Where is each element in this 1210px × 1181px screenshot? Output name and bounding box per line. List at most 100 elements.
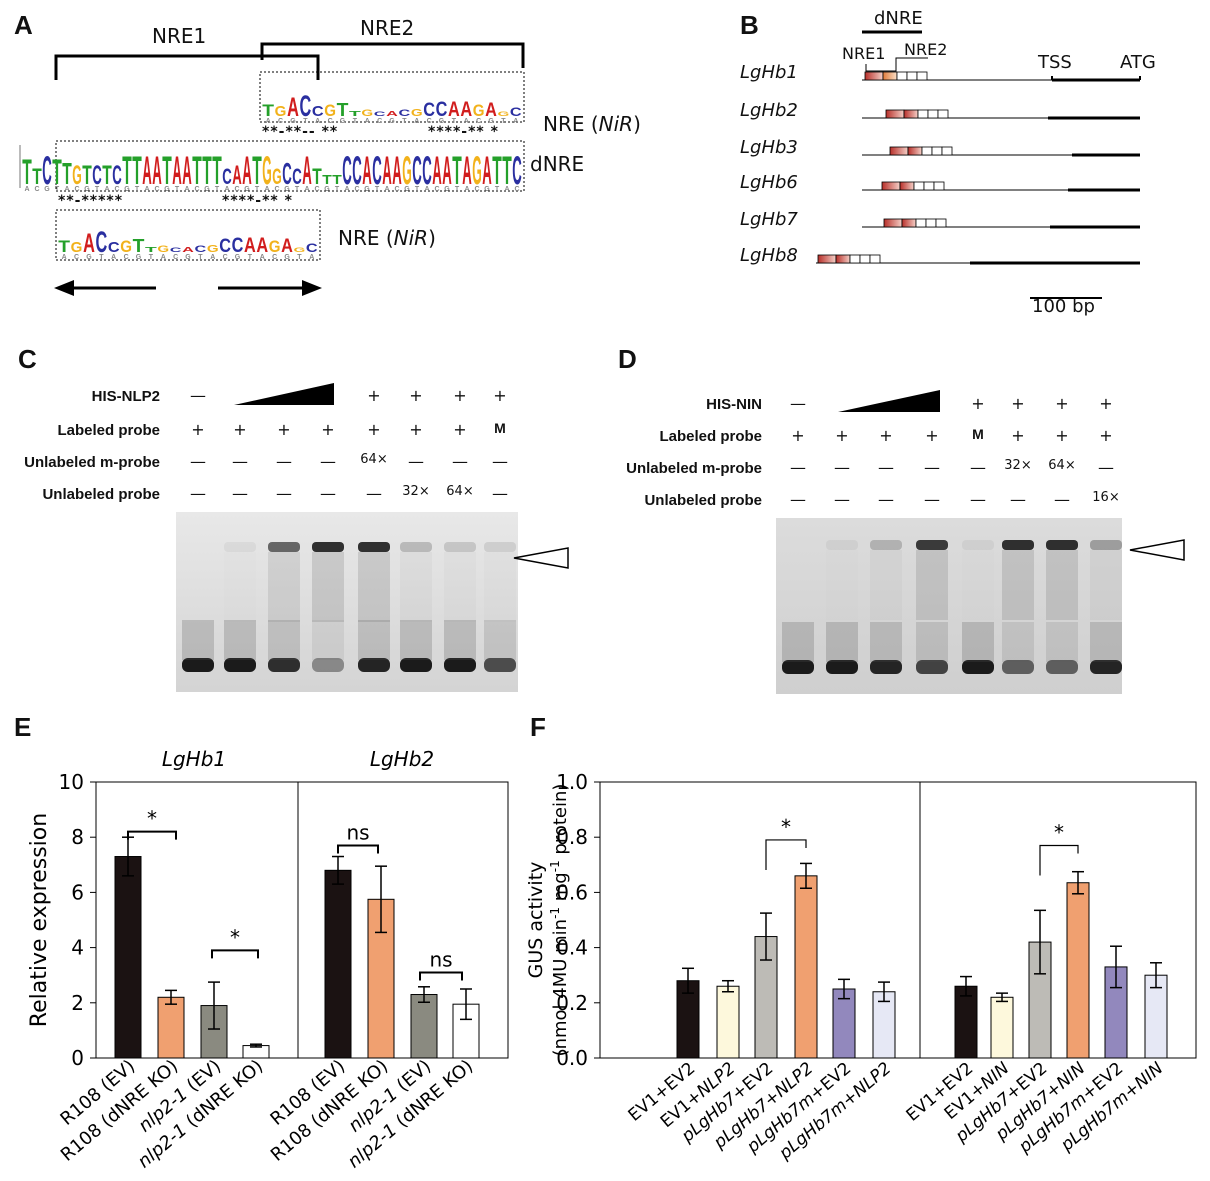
complex-smear	[1002, 550, 1034, 620]
emsa-d-cell: —	[834, 490, 850, 509]
logo-minor-letter: T	[295, 186, 300, 193]
logo-minor-letter: C	[314, 186, 319, 193]
shifted-complex-band	[312, 542, 344, 552]
logo-minor-letter: G	[86, 254, 92, 261]
stars-bottom-left: **-*****	[58, 193, 124, 209]
emsa-c-row-label: Unlabeled probe	[42, 486, 160, 503]
logo-letter: T	[312, 164, 322, 189]
logo-minor-letter: C	[474, 186, 479, 193]
significance-label: *	[781, 815, 791, 839]
emsa-d-cell: +	[971, 394, 985, 413]
logo-minor-letter: G	[84, 186, 90, 193]
logo-letter: A	[482, 149, 492, 193]
nre-motif-box	[931, 146, 943, 156]
dnre-header: dNRE	[874, 8, 923, 29]
emsa-d-cell: +	[1099, 394, 1113, 413]
logo-letter: T	[162, 149, 172, 193]
shifted-complex-band	[1090, 540, 1122, 550]
smear	[182, 620, 214, 660]
emsa-d-cell: +	[835, 426, 849, 445]
logo-letter: A	[182, 149, 192, 193]
complex-smear	[826, 550, 858, 620]
logo-minor-letter: A	[144, 186, 149, 193]
emsa-c-cell: M	[494, 420, 506, 436]
logo-letter: T	[52, 153, 62, 192]
complex-smear	[444, 552, 476, 622]
logo-letter: G	[262, 149, 272, 193]
logo-minor-letter: T	[415, 186, 420, 193]
emsa-c-cell: +	[367, 420, 381, 439]
emsa-d-row-label: Unlabeled m-probe	[626, 460, 762, 477]
logo-letter: C	[292, 164, 302, 189]
emsa-c-cell: —	[366, 484, 382, 503]
logo-minor-letter: C	[377, 118, 382, 125]
nre-motif-box	[935, 218, 947, 228]
logo-minor-letter: A	[315, 118, 320, 125]
logo-minor-letter: A	[24, 186, 29, 193]
logo-minor-letter: A	[266, 118, 271, 125]
logo-minor-letter: G	[164, 186, 170, 193]
y-tick-label: 0	[71, 1046, 84, 1070]
logo-minor-letter: A	[464, 118, 469, 125]
logo-minor-letter: C	[124, 254, 129, 261]
logo-minor-letter: A	[111, 254, 116, 261]
complex-smear	[870, 550, 902, 620]
emsa-c-cell: +	[321, 420, 335, 439]
smear	[962, 622, 994, 662]
panel-f-chart: 1.0 0.8 0.6 0.4 0.2 0.0 GUS activity (nmol 4MU …	[525, 770, 1197, 1164]
y-tick-label: 4	[71, 936, 84, 960]
free-probe-band	[268, 658, 300, 672]
nre-motif-box	[903, 109, 919, 119]
nre-motif-box	[899, 181, 915, 191]
smear	[358, 620, 390, 660]
emsa-c-cell: —	[190, 452, 206, 471]
gene-label-lghb7: LgHb7	[740, 209, 798, 230]
logo-letter: A	[460, 98, 472, 121]
logo-minor-letter: A	[64, 186, 69, 193]
emsa-d-cell: —	[970, 490, 986, 509]
nre-motif-box	[923, 181, 935, 191]
logo-minor-letter: G	[488, 118, 494, 125]
logo-minor-letter: T	[335, 186, 340, 193]
smear	[826, 622, 858, 662]
logo-letter: G	[324, 102, 336, 120]
plot-frame	[95, 781, 509, 1059]
logo-minor-letter: G	[244, 186, 250, 193]
logo-minor-letter: C	[194, 186, 199, 193]
free-probe-band	[826, 660, 858, 674]
bar	[794, 875, 818, 1059]
emsa-c-cell: +	[409, 420, 423, 439]
stars-top-left: **-**-- **	[262, 124, 339, 140]
logo-minor-letter: T	[149, 254, 154, 261]
free-probe-band	[312, 658, 344, 672]
logo-minor-letter: G	[439, 118, 445, 125]
nre-motif-box	[849, 254, 861, 264]
free-probe-band	[358, 658, 390, 672]
shifted-complex-band	[870, 540, 902, 550]
logo-letter: C	[422, 149, 432, 193]
logo-letter: T	[202, 149, 212, 193]
logo-letter: T	[132, 149, 142, 193]
logo-letter: C	[195, 244, 208, 254]
y-tick-label: 0.6	[556, 880, 588, 904]
logo-letter: G	[402, 149, 412, 193]
emsa-c-cell: —	[276, 484, 292, 503]
emsa-d-cell: —	[790, 394, 806, 413]
nre2-header: NRE2	[904, 40, 948, 59]
emsa-d-cell: +	[1055, 394, 1069, 413]
stars-bottom-right: ****-** *	[222, 193, 293, 209]
y-tick-label: 0.4	[556, 936, 588, 960]
bar	[990, 996, 1014, 1059]
emsa-c-cell: +	[493, 386, 507, 405]
y-tick-label: 6	[71, 880, 84, 904]
logo-minor-letter: T	[297, 254, 302, 261]
logo-minor-letter: C	[434, 186, 439, 193]
logo-minor-letter: G	[444, 186, 450, 193]
logo-minor-letter: G	[364, 186, 370, 193]
emsa-d-cell: +	[1055, 426, 1069, 445]
emsa-c-row-label: Labeled probe	[57, 422, 160, 439]
nre-motif-box	[896, 71, 908, 81]
logo-minor-letter: G	[389, 118, 395, 125]
logo-letter: C	[423, 99, 435, 121]
